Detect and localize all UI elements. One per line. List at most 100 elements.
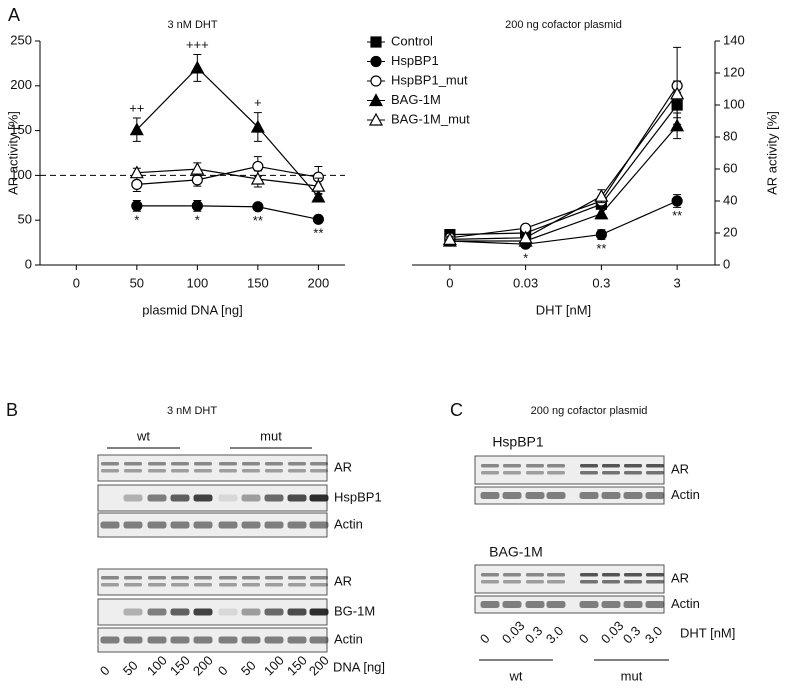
band — [309, 608, 329, 616]
y-tick-label: 0 — [723, 256, 730, 271]
y-axis-label: AR activity [%] — [764, 111, 779, 195]
legend-label: HspBP1_mut — [391, 72, 468, 87]
marker — [129, 165, 144, 179]
band — [288, 462, 306, 466]
panel-label: B — [6, 400, 18, 420]
band — [287, 636, 307, 644]
band — [547, 464, 565, 468]
marker — [129, 122, 144, 136]
band — [287, 608, 307, 616]
blot-header: HspBP1 — [492, 434, 544, 450]
x-axis-label: DHT [nM] — [536, 302, 591, 317]
x-axis-label: plasmid DNA [ng] — [142, 302, 242, 317]
band — [170, 521, 190, 529]
significance-label: ++ — [129, 100, 144, 115]
marker — [190, 60, 205, 74]
band — [580, 464, 598, 468]
legend-label: BAG-1M — [391, 92, 441, 107]
group-label: mut — [260, 428, 282, 443]
band — [601, 492, 621, 499]
band — [526, 471, 544, 475]
y-tick-label: 100 — [723, 96, 745, 111]
band — [624, 573, 642, 577]
lane-label: 3.0 — [642, 623, 665, 646]
band — [309, 494, 329, 502]
marker — [190, 161, 205, 175]
group-label: mut — [621, 668, 643, 683]
lane-label: 50 — [238, 658, 259, 679]
panel-label: A — [8, 5, 20, 25]
band — [219, 576, 237, 580]
group-label: wt — [136, 428, 150, 443]
blot-strip — [474, 564, 665, 594]
band — [645, 601, 665, 608]
band — [310, 462, 328, 466]
band — [124, 462, 142, 466]
band — [147, 521, 167, 529]
band — [288, 576, 306, 580]
band — [100, 521, 120, 529]
band — [265, 576, 283, 580]
band — [123, 608, 143, 616]
lane-label: 200 — [306, 653, 332, 679]
band — [242, 583, 260, 587]
band — [580, 471, 598, 475]
marker — [670, 86, 685, 100]
marker — [368, 93, 384, 107]
series-line — [136, 165, 319, 185]
band — [218, 494, 238, 502]
significance-label: ** — [253, 213, 263, 228]
band — [525, 492, 545, 499]
y-axis-label: AR activity [%] — [5, 111, 20, 195]
band — [309, 636, 329, 644]
significance-label: ** — [313, 226, 323, 241]
x-tick-label: 0 — [73, 275, 80, 290]
band — [310, 469, 328, 473]
x-tick-label: 150 — [247, 275, 269, 290]
series-line — [449, 85, 678, 239]
band — [481, 580, 499, 584]
significance-label: + — [254, 95, 262, 110]
band — [101, 462, 119, 466]
y-tick-label: 200 — [10, 77, 32, 92]
band — [241, 494, 261, 502]
band — [193, 521, 213, 529]
band — [101, 576, 119, 580]
marker — [191, 200, 203, 212]
band — [265, 469, 283, 473]
band — [602, 471, 620, 475]
marker — [442, 232, 457, 245]
marker — [594, 188, 609, 202]
band — [624, 471, 642, 475]
band — [100, 636, 120, 644]
blot-row-label: Actin — [671, 487, 700, 502]
band — [602, 464, 620, 468]
band — [148, 583, 166, 587]
band — [264, 494, 284, 502]
band — [287, 494, 307, 502]
band — [646, 580, 664, 584]
y-tick-label: 20 — [723, 224, 737, 239]
band — [480, 601, 500, 608]
lane-label: 0 — [97, 663, 113, 679]
band — [124, 576, 142, 580]
y-tick-label: 140 — [723, 32, 745, 47]
band — [171, 576, 189, 580]
y-tick-label: 120 — [723, 64, 745, 79]
band — [526, 464, 544, 468]
blot-strip — [97, 568, 328, 596]
group-label: wt — [509, 668, 523, 683]
significance-label: * — [134, 212, 139, 227]
band — [546, 492, 566, 499]
band — [148, 462, 166, 466]
band — [148, 576, 166, 580]
marker — [594, 206, 609, 220]
band — [124, 583, 142, 587]
band — [124, 469, 142, 473]
y-tick-label: 50 — [18, 212, 32, 227]
lane-axis-label: DHT [nM] — [680, 625, 735, 640]
marker — [368, 112, 384, 126]
band — [242, 462, 260, 466]
band — [147, 636, 167, 644]
y-tick-label: 100 — [10, 167, 32, 182]
